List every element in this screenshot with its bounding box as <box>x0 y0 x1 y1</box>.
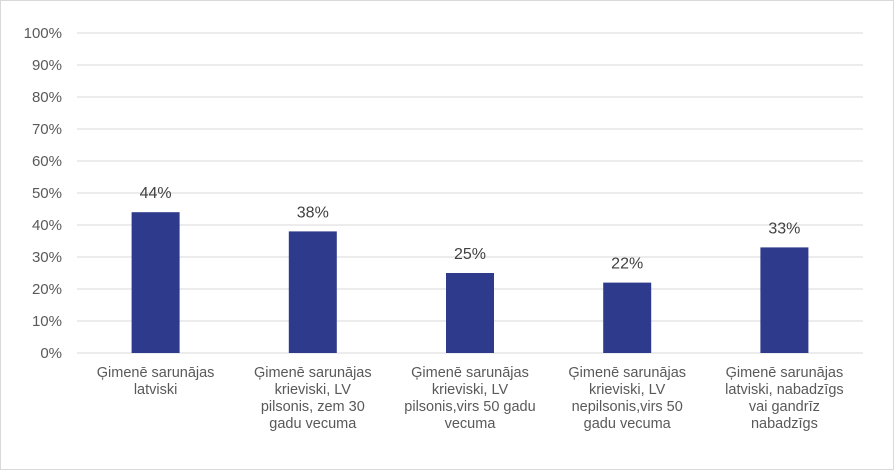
y-tick-label: 90% <box>32 57 62 74</box>
category-label: latviski <box>134 382 178 398</box>
bar-4 <box>603 282 652 353</box>
y-tick-label: 80% <box>32 89 62 106</box>
category-label: nepilsonis,virs 50 <box>572 399 683 415</box>
bar-3 <box>446 273 494 353</box>
data-label: 44% <box>140 185 172 202</box>
y-tick-label: 100% <box>24 25 62 42</box>
category-label: Ģimenē sarunājas <box>97 365 215 381</box>
category-label: pilsonis,virs 50 gadu <box>404 399 535 415</box>
data-label: 33% <box>768 220 800 237</box>
category-label: pilsonis, zem 30 <box>261 399 365 415</box>
category-label: vai gandrīz <box>749 399 820 415</box>
data-label: 38% <box>297 204 329 221</box>
y-tick-label: 10% <box>32 313 62 330</box>
y-tick-label: 30% <box>32 249 62 266</box>
y-tick-label: 0% <box>40 345 62 362</box>
category-label: nabadzīgs <box>751 416 818 432</box>
bar-2 <box>288 231 337 353</box>
category-label: gadu vecuma <box>269 416 357 432</box>
category-label: gadu vecuma <box>584 416 672 432</box>
y-tick-label: 40% <box>32 217 62 234</box>
y-tick-label: 60% <box>32 153 62 170</box>
data-label: 25% <box>454 246 486 263</box>
data-label: 22% <box>611 256 643 273</box>
category-label: vecuma <box>445 416 497 432</box>
category-label: krieviski, LV <box>432 382 509 398</box>
y-tick-label: 20% <box>32 281 62 298</box>
y-tick-label: 50% <box>32 185 62 202</box>
category-label: Ģimenē sarunājas <box>726 365 844 381</box>
category-label: Ģimenē sarunājas <box>254 365 372 381</box>
category-label: Ģimenē sarunājas <box>568 365 686 381</box>
category-label: krieviski, LV <box>275 382 352 398</box>
bar-1 <box>131 212 180 353</box>
y-tick-label: 70% <box>32 121 62 138</box>
category-label: latviski, nabadzīgs <box>725 382 843 398</box>
category-label: krieviski, LV <box>589 382 666 398</box>
category-label: Ģimenē sarunājas <box>411 365 529 381</box>
bar-5 <box>760 247 809 353</box>
